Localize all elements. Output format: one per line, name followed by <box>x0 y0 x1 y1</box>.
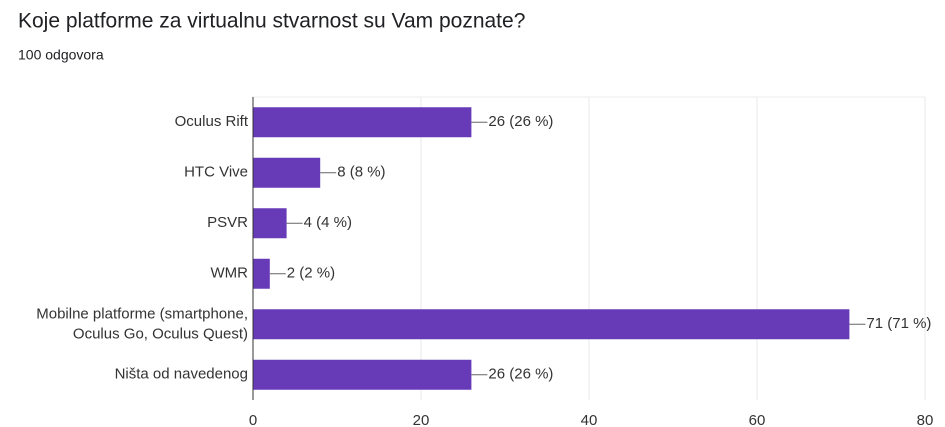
data-label: 4 (4 %) <box>304 214 352 231</box>
data-label: 8 (8 %) <box>337 164 385 181</box>
bar <box>253 107 472 138</box>
chart-title: Koje platforme za virtualnu stvarnost su… <box>18 10 525 33</box>
y-tick-label: HTC Vive <box>184 164 248 181</box>
y-tick-label: PSVR <box>207 214 248 231</box>
chart-subtitle: 100 odgovora <box>18 47 104 63</box>
data-label: 26 (26 %) <box>488 113 553 130</box>
bar <box>253 258 270 289</box>
x-tick-label: 0 <box>249 412 257 427</box>
bar <box>253 359 472 390</box>
x-tick-label: 40 <box>581 412 598 427</box>
data-label: 71 (71 %) <box>866 315 931 332</box>
x-tick-label: 20 <box>413 412 430 427</box>
bar <box>253 309 850 340</box>
x-tick-label: 80 <box>917 412 934 427</box>
data-label: 26 (26 %) <box>488 366 553 383</box>
x-tick-label: 60 <box>749 412 766 427</box>
bar <box>253 157 321 188</box>
y-tick-label: Ništa od navedenog <box>115 366 248 383</box>
data-label: 2 (2 %) <box>287 265 335 282</box>
bar <box>253 208 287 239</box>
y-tick-label: Oculus Rift <box>175 113 249 130</box>
y-tick-label: Mobilne platforme (smartphone, Oculus Go,… <box>36 305 248 342</box>
y-tick-label: WMR <box>211 265 249 282</box>
